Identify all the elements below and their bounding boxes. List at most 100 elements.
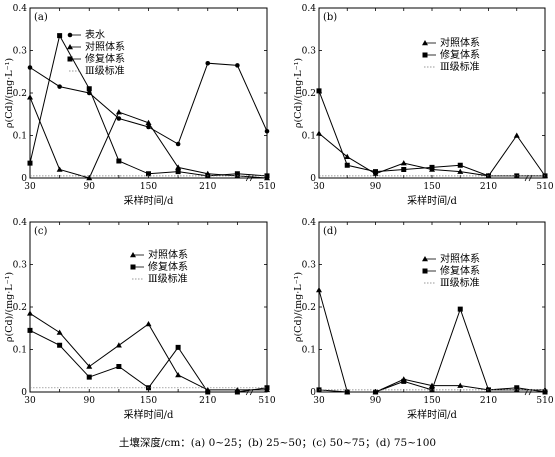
x-tick-label: 510: [536, 182, 553, 192]
series-square: [316, 88, 548, 179]
y-tick-label: 0: [310, 388, 316, 398]
data-point: [457, 162, 463, 168]
y-tick-label: 0.3: [13, 47, 28, 57]
data-point: [316, 287, 322, 293]
x-tick-label: 510: [536, 396, 553, 406]
legend-label: 对照体系: [440, 36, 480, 49]
x-tick-label: 210: [480, 182, 497, 192]
data-point: [116, 364, 122, 369]
data-point: [86, 86, 92, 92]
data-point: [86, 175, 93, 181]
series-square: [316, 306, 548, 395]
series-triangle: [27, 310, 270, 393]
data-point: [57, 33, 63, 39]
x-axis-label: 采样时间/d: [124, 194, 174, 207]
legend-label: 对照体系: [148, 248, 188, 261]
y-tick-label: 0.3: [13, 261, 28, 271]
y-tick-label: 0.2: [302, 89, 316, 99]
data-point: [86, 363, 93, 369]
legend-label: 表水: [85, 28, 105, 41]
plot-frame: [318, 7, 546, 179]
plot-frame: [29, 7, 268, 179]
y-tick-label: 0.1: [13, 346, 27, 356]
data-point: [205, 60, 211, 66]
panel-label: (a): [34, 12, 48, 23]
data-point: [457, 306, 463, 312]
y-tick-label: 0.4: [13, 4, 28, 14]
y-tick-label: 0.4: [302, 218, 317, 228]
legend-marker: [130, 252, 136, 258]
data-point: [86, 374, 92, 380]
y-tick-label: 0.1: [302, 346, 316, 356]
data-point: [175, 169, 181, 175]
data-point: [542, 389, 548, 395]
x-tick-label: 210: [199, 182, 216, 192]
legend-label: Ⅲ级标准: [85, 65, 125, 77]
chart-panel-b: 30 90 150 210 510 0 0.1 0.2 0.3 0.4 采样时间/d ρ(Cd)/(m…: [293, 4, 554, 207]
x-tick-label: 30: [313, 396, 325, 406]
legend-marker: [422, 268, 428, 274]
data-point: [513, 132, 520, 138]
data-point: [316, 130, 322, 136]
series-circle: [27, 60, 270, 147]
data-point: [264, 173, 270, 179]
x-tick-label: 510: [258, 396, 275, 406]
data-point: [175, 141, 181, 147]
panel-label: (d): [323, 226, 337, 237]
data-point: [145, 321, 152, 327]
x-tick-label: 210: [480, 396, 497, 406]
series-triangle: [27, 94, 270, 181]
data-point: [401, 167, 407, 172]
x-tick-label: 90: [370, 182, 382, 192]
data-point: [205, 389, 211, 395]
data-point: [344, 389, 350, 395]
data-point: [56, 329, 63, 335]
legend-label: Ⅲ级标准: [440, 277, 480, 289]
legend-label: 对照体系: [85, 40, 125, 53]
data-point: [27, 310, 33, 316]
data-point: [373, 389, 378, 395]
data-point: [514, 385, 520, 391]
x-tick-label: 150: [423, 182, 440, 192]
legend-marker: [67, 32, 73, 38]
data-point: [264, 128, 270, 134]
series-line: [29, 34, 268, 177]
legend-marker: [422, 256, 428, 262]
series-square: [27, 33, 270, 179]
x-tick-label: 510: [258, 182, 275, 192]
data-point: [56, 166, 63, 172]
chart-panel-a: 30 90 150 210 510 0 0.1 0.2 0.3 0.4 采样时间/d ρ(Cd)/(m…: [4, 4, 276, 207]
y-tick-label: 0.3: [302, 261, 317, 271]
y-tick-label: 0.1: [302, 132, 316, 142]
series-line: [29, 97, 268, 179]
data-point: [115, 109, 122, 115]
y-axis-label: ρ(Cd)/(mg·L⁻¹): [293, 58, 304, 128]
data-point: [115, 342, 122, 348]
chart-panel-d: 30 90 150 210 510 0 0.1 0.2 0.3 0.4 采样时间/d ρ(Cd)/(m…: [293, 218, 554, 421]
x-tick-label: 150: [423, 396, 440, 406]
legend-label: Ⅲ级标准: [440, 61, 480, 73]
y-tick-label: 0.3: [302, 47, 317, 57]
legend-marker: [130, 264, 136, 270]
panel-label: (b): [323, 12, 337, 23]
y-tick-label: 0: [21, 388, 27, 398]
legend-marker: [67, 56, 73, 62]
y-axis-label: ρ(Cd)/(mg·L⁻¹): [4, 58, 15, 128]
legend-marker: [422, 40, 428, 46]
legend-label: 修复体系: [85, 52, 125, 65]
x-tick-label: 30: [24, 396, 36, 406]
x-axis-label: 采样时间/d: [124, 408, 174, 421]
legend-label: 对照体系: [440, 252, 480, 265]
legend-label: 修复体系: [148, 260, 188, 273]
data-point: [146, 171, 151, 177]
data-point: [401, 378, 407, 384]
y-axis-label: ρ(Cd)/(mg·L⁻¹): [293, 272, 304, 342]
data-point: [514, 173, 520, 179]
data-point: [429, 387, 435, 393]
data-point: [373, 169, 378, 175]
y-tick-label: 0: [310, 174, 316, 184]
data-point: [344, 153, 351, 159]
